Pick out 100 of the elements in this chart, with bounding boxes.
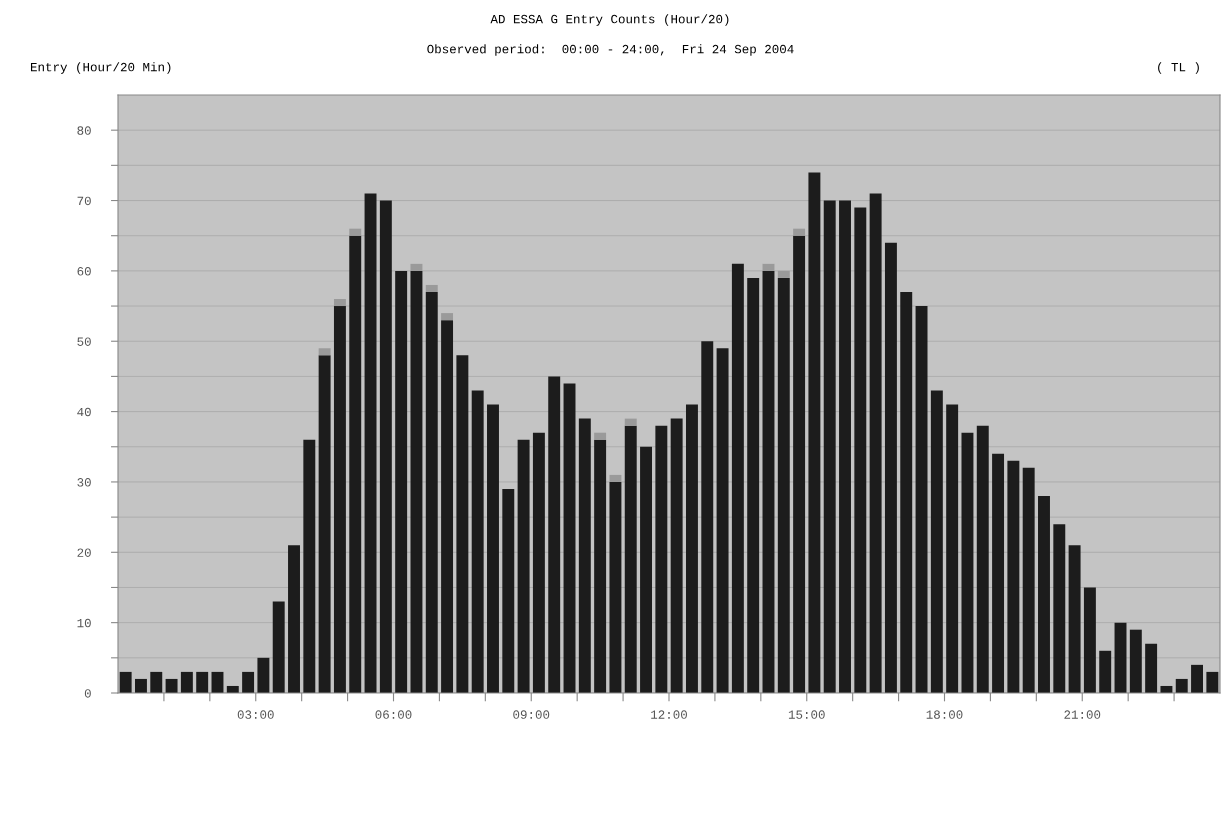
bar <box>854 207 867 693</box>
bar <box>532 432 545 693</box>
bar <box>930 390 943 693</box>
bar <box>609 474 622 482</box>
bar <box>777 277 790 693</box>
bar <box>594 439 607 693</box>
bar <box>1038 496 1050 693</box>
y-tick-label: 50 <box>77 337 91 346</box>
chart-subtitle: Observed period: 00:00 - 24:00, Fri 24 Sep 2004 <box>427 44 794 56</box>
bar <box>747 277 760 693</box>
bar <box>1053 524 1066 693</box>
bar <box>915 306 928 693</box>
bar <box>823 200 836 693</box>
bar <box>395 270 408 693</box>
bar <box>425 291 438 693</box>
y-tick-label: 30 <box>77 478 91 487</box>
bar <box>318 348 331 356</box>
bar <box>456 355 469 693</box>
bar <box>318 355 331 693</box>
bar <box>272 601 285 693</box>
text: ( TL ) <box>1158 62 1199 74</box>
bar <box>1191 664 1204 693</box>
x-tick-label: 21:00 <box>1064 710 1101 719</box>
y-tick-label: 70 <box>77 196 91 206</box>
bar <box>303 439 316 693</box>
bar <box>1022 467 1035 693</box>
bar <box>333 299 346 307</box>
x-tick-label: 03:00 <box>237 710 274 719</box>
y-tick-label: 0 <box>84 689 91 698</box>
y-tick-label: 40 <box>77 407 91 417</box>
bar <box>869 193 882 693</box>
bar <box>425 284 438 292</box>
bar <box>777 270 790 278</box>
bar <box>594 432 607 440</box>
x-tick-label: 09:00 <box>513 710 550 719</box>
bar <box>349 235 362 693</box>
bar <box>961 432 974 693</box>
y-tick-label: 20 <box>77 548 91 557</box>
bar <box>731 263 744 693</box>
bar <box>441 313 454 321</box>
bar <box>502 488 515 693</box>
bar <box>1114 622 1127 693</box>
bar <box>609 481 622 693</box>
bar <box>839 200 851 693</box>
bar <box>471 390 484 693</box>
bar <box>150 671 163 693</box>
bar <box>640 446 653 693</box>
bar <box>670 418 683 693</box>
bar <box>900 291 913 693</box>
bar <box>578 418 591 693</box>
bar <box>976 425 989 693</box>
x-tick-label: 15:00 <box>788 710 825 719</box>
y-tick-label: 80 <box>77 126 91 135</box>
bar <box>685 404 698 693</box>
bar <box>1007 460 1020 693</box>
bar <box>379 200 392 693</box>
bar <box>548 376 561 693</box>
chart-title: AD ESSA G Entry Counts (Hour/20) <box>490 14 729 26</box>
bar <box>119 671 132 693</box>
bar <box>992 453 1005 693</box>
bar <box>946 404 959 693</box>
x-tick-label: 12:00 <box>651 710 687 719</box>
bar <box>1145 643 1158 693</box>
bar <box>1129 629 1142 693</box>
bar <box>349 228 362 236</box>
bar <box>410 263 423 271</box>
bar <box>808 172 821 693</box>
bar <box>288 545 300 693</box>
bar <box>257 657 270 693</box>
bar <box>196 671 209 693</box>
bar <box>762 263 775 271</box>
bar <box>333 306 346 693</box>
y-tick-label: 60 <box>77 267 91 276</box>
bar <box>1083 587 1096 693</box>
bar <box>1099 650 1112 693</box>
bar <box>793 228 806 236</box>
bar <box>563 383 576 693</box>
bar <box>624 418 637 426</box>
bar <box>1175 678 1188 693</box>
bar <box>165 678 178 693</box>
y-axis-title: Entry (Hour/20 Min) <box>30 62 171 74</box>
bar <box>716 348 729 693</box>
bar <box>655 425 668 693</box>
bar <box>242 671 255 693</box>
bar <box>701 341 714 693</box>
bar <box>364 193 377 693</box>
bar <box>410 270 423 693</box>
bar <box>762 270 775 693</box>
bar <box>180 671 193 693</box>
x-tick-label: 18:00 <box>926 710 963 719</box>
bar <box>1068 545 1081 693</box>
x-tick-label: 06:00 <box>375 710 412 719</box>
bar <box>1206 671 1219 693</box>
y-tick-label: 10 <box>77 618 91 628</box>
bar <box>441 320 454 693</box>
bar <box>517 439 530 693</box>
bar <box>487 404 499 693</box>
bar <box>793 235 806 693</box>
bar <box>134 678 147 693</box>
bar <box>884 242 897 693</box>
